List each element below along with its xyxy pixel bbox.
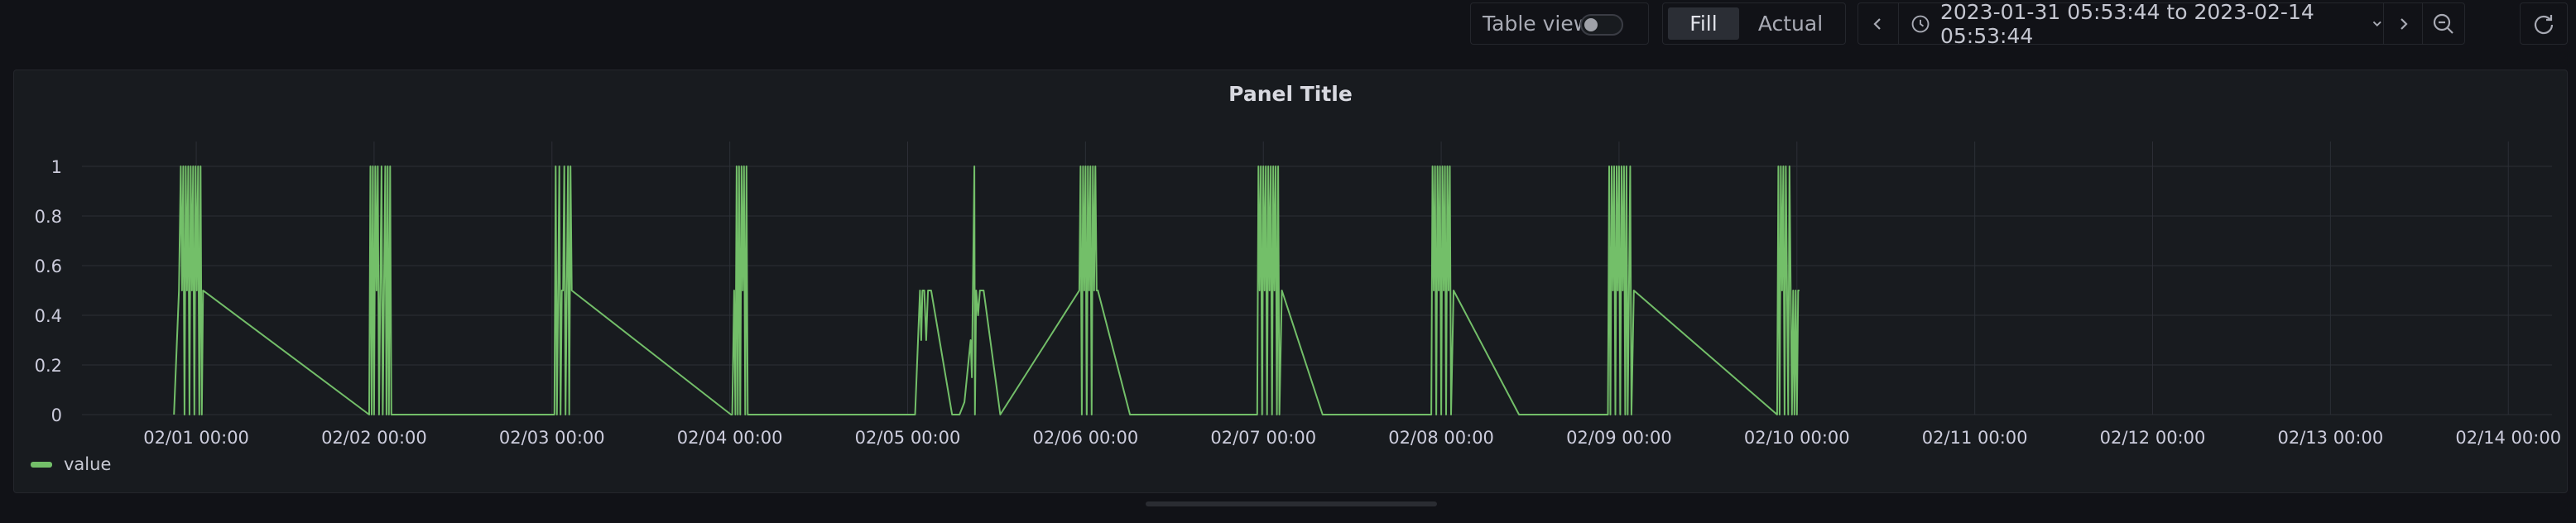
- scrollbar[interactable]: [1146, 501, 1437, 506]
- chart-svg[interactable]: 0 0.2 0.4 0.6 0.8 1 02/01 00:00 02/02 00:00 02/0…: [14, 70, 2569, 494]
- refresh-button[interactable]: [2520, 2, 2568, 45]
- time-forward-button[interactable]: [2384, 3, 2422, 44]
- series-line-value: [174, 166, 1800, 415]
- x-tick-label: 02/06 00:00: [1033, 428, 1139, 448]
- legend-label[interactable]: value: [64, 454, 111, 474]
- x-tick-label: 02/08 00:00: [1388, 428, 1494, 448]
- time-series-panel: Panel Title 0 0.2 0.4 0.6 0.8 1 02/01 00:00 02/…: [13, 70, 2568, 493]
- x-tick-label: 02/04 00:00: [677, 428, 783, 448]
- x-tick-label: 02/05 00:00: [855, 428, 961, 448]
- chevron-right-icon: [2395, 16, 2411, 32]
- table-view-toggle[interactable]: Table view: [1470, 2, 1649, 45]
- chevron-down-icon: [2371, 17, 2383, 31]
- fill-actual-radio-group: Fill Actual: [1662, 2, 1846, 45]
- chevron-left-icon: [1870, 16, 1886, 32]
- y-tick-label: 0.6: [35, 257, 62, 276]
- x-tick-label: 02/10 00:00: [1744, 428, 1850, 448]
- x-tick-label: 02/14 00:00: [2455, 428, 2561, 448]
- x-tick-label: 02/07 00:00: [1210, 428, 1316, 448]
- clock-icon: [1910, 12, 1930, 36]
- x-tick-label: 02/02 00:00: [321, 428, 427, 448]
- switch-knob: [1584, 18, 1598, 31]
- x-tick-label: 02/09 00:00: [1566, 428, 1672, 448]
- x-tick-label: 02/12 00:00: [2100, 428, 2206, 448]
- y-tick-label: 0.8: [35, 207, 62, 227]
- y-tick-label: 0: [51, 405, 62, 425]
- zoom-out-button[interactable]: [2423, 3, 2464, 44]
- time-range-text: 2023-01-31 05:53:44 to 2023-02-14 05:53:…: [1940, 0, 2348, 48]
- actual-button[interactable]: Actual: [1744, 7, 1837, 40]
- x-tick-label: 02/11 00:00: [1922, 428, 2028, 448]
- legend: value: [31, 454, 111, 474]
- time-range-picker[interactable]: 2023-01-31 05:53:44 to 2023-02-14 05:53:…: [1899, 3, 2383, 44]
- fill-button[interactable]: Fill: [1668, 7, 1739, 40]
- zoom-out-icon: [2432, 12, 2455, 36]
- refresh-icon: [2532, 12, 2555, 36]
- table-view-switch[interactable]: [1580, 14, 1623, 36]
- time-picker-group: 2023-01-31 05:53:44 to 2023-02-14 05:53:…: [1858, 2, 2465, 45]
- y-tick-label: 0.4: [35, 306, 62, 326]
- y-tick-label: 0.2: [35, 356, 62, 376]
- legend-swatch: [31, 462, 52, 468]
- table-view-label: Table view: [1483, 12, 1590, 36]
- time-back-button[interactable]: [1858, 3, 1898, 44]
- x-tick-label: 02/01 00:00: [143, 428, 249, 448]
- y-tick-label: 1: [51, 157, 62, 177]
- x-tick-label: 02/03 00:00: [499, 428, 605, 448]
- x-tick-label: 02/13 00:00: [2278, 428, 2384, 448]
